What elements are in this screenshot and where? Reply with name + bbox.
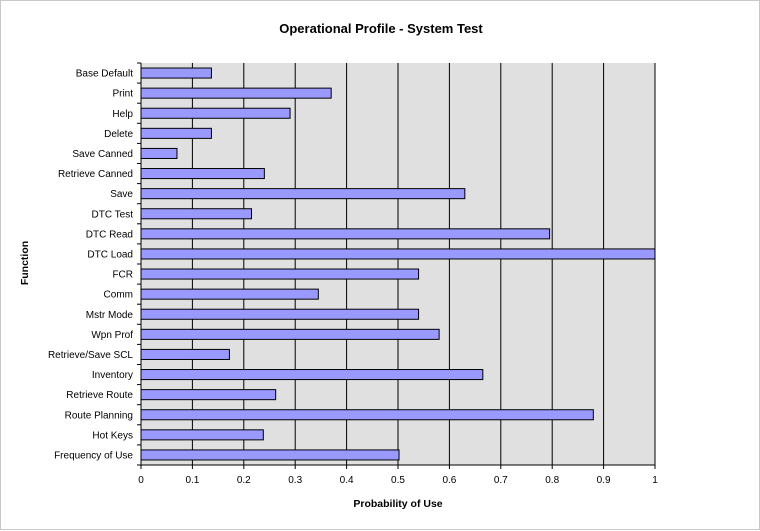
x-tick-label: 0.6 bbox=[442, 475, 456, 486]
y-tick-label: Print bbox=[112, 89, 133, 100]
y-tick-label: Comm bbox=[104, 290, 133, 301]
axes bbox=[137, 62, 656, 469]
bar bbox=[140, 308, 420, 320]
y-tick-label: DTC Read bbox=[86, 229, 133, 240]
y-tick-label: Route Planning bbox=[65, 410, 133, 421]
x-axis-title: Probability of Use bbox=[353, 498, 442, 510]
bar bbox=[140, 87, 332, 99]
y-tick-label: DTC Test bbox=[92, 209, 134, 220]
bar bbox=[140, 147, 178, 159]
bar bbox=[140, 67, 212, 79]
y-tick-label: Hot Keys bbox=[92, 430, 133, 441]
y-axis-title: Function bbox=[19, 241, 31, 285]
y-tick-label: Retrieve Canned bbox=[58, 169, 133, 180]
x-tick-label: 0.4 bbox=[340, 475, 354, 486]
y-tick-label: Help bbox=[112, 109, 133, 120]
y-tick-label: Retrieve Route bbox=[66, 390, 133, 401]
y-tick-label: FCR bbox=[112, 270, 133, 281]
x-tick-label: 0.5 bbox=[391, 475, 405, 486]
bar bbox=[140, 348, 230, 360]
bar bbox=[140, 409, 594, 421]
bar bbox=[140, 127, 212, 139]
bar bbox=[140, 208, 253, 220]
bar bbox=[140, 188, 466, 200]
x-tick-label: 0 bbox=[138, 475, 144, 486]
bars bbox=[140, 67, 656, 461]
y-tick-label: Inventory bbox=[92, 370, 133, 381]
y-tick-label: DTC Load bbox=[87, 249, 133, 260]
y-tick-label: Retrieve/Save SCL bbox=[48, 350, 133, 361]
bar bbox=[140, 288, 319, 300]
y-tick-label: Save Canned bbox=[72, 149, 133, 160]
x-tick-label: 0.3 bbox=[288, 475, 302, 486]
bar bbox=[140, 168, 265, 180]
bar bbox=[140, 328, 440, 340]
x-tick-label: 0.8 bbox=[545, 475, 559, 486]
bar bbox=[140, 429, 264, 441]
chart-title: Operational Profile - System Test bbox=[279, 21, 483, 36]
y-axis-tick-labels: Base Default Print Help Delete Save Canned Re… bbox=[48, 69, 133, 462]
x-tick-label: 0.1 bbox=[185, 475, 199, 486]
x-tick-label: 0.9 bbox=[597, 475, 611, 486]
x-tick-label: 0.2 bbox=[237, 475, 251, 486]
y-tick-label: Mstr Mode bbox=[86, 310, 134, 321]
y-tick-label: Delete bbox=[104, 129, 133, 140]
bar bbox=[140, 248, 656, 260]
bar bbox=[140, 107, 291, 119]
bar bbox=[140, 228, 551, 240]
gridlines bbox=[191, 63, 656, 465]
x-axis-tick-labels: 0 0.1 0.2 0.3 0.4 0.5 0.6 0.7 0.8 0.9 1 bbox=[138, 475, 658, 486]
bar bbox=[140, 268, 420, 280]
x-tick-label: 0.7 bbox=[494, 475, 508, 486]
y-tick-label: Save bbox=[110, 189, 133, 200]
x-tick-label: 1 bbox=[652, 475, 658, 486]
y-tick-label: Wpn Prof bbox=[91, 330, 133, 341]
y-tick-label: Base Default bbox=[76, 69, 133, 80]
bar bbox=[140, 449, 400, 461]
y-tick-label: Frequency of Use bbox=[54, 450, 133, 461]
bar bbox=[140, 389, 277, 401]
bar bbox=[140, 369, 484, 381]
